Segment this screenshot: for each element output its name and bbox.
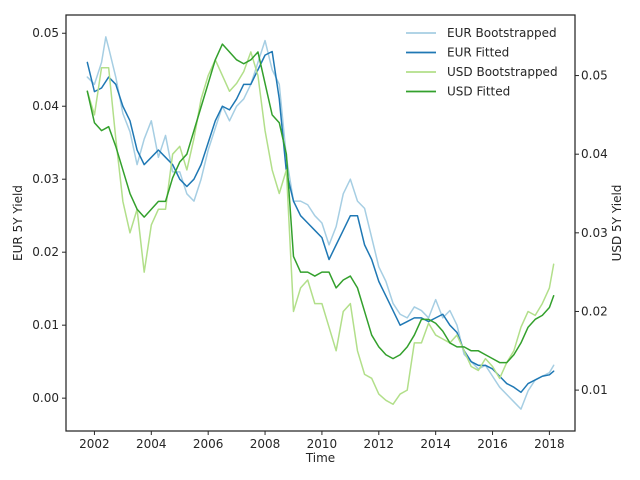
series-line-usd-fitted: [86, 43, 555, 364]
legend-label-usd-fitted: USD Fitted: [447, 85, 510, 99]
x-tick-label: 2004: [136, 437, 167, 451]
plot-area: [66, 15, 575, 431]
x-tick-label: 2016: [477, 437, 508, 451]
legend: EUR Bootstrapped EUR Fitted USD Bootstrapp…: [406, 26, 558, 99]
legend-label-usd-bootstrapped: USD Bootstrapped: [447, 65, 558, 79]
series-line-eur-fitted: [86, 50, 555, 394]
y-axis-title-right: USD 5Y Yield: [610, 185, 624, 262]
series-lines: [86, 36, 555, 410]
y-right-tick-label: 0.01: [581, 383, 608, 397]
y-left-tick-label: 0.01: [32, 318, 59, 332]
y-left-tick-label: 0.05: [32, 26, 59, 40]
series-line-eur-bootstrapped: [86, 36, 555, 410]
legend-label-eur-bootstrapped: EUR Bootstrapped: [447, 26, 557, 40]
x-tick-label: 2012: [364, 437, 395, 451]
series-line-usd-bootstrapped: [86, 51, 555, 406]
y-right-tick-label: 0.02: [581, 304, 608, 318]
y-right-tick-label: 0.05: [581, 69, 608, 83]
y-left-tick-label: 0.03: [32, 172, 59, 186]
y-axis-title-left: EUR 5Y Yield: [11, 185, 25, 261]
y-left-tick-label: 0.04: [32, 99, 59, 113]
x-tick-label: 2006: [193, 437, 224, 451]
y-right-tick-label: 0.03: [581, 226, 608, 240]
series-layer: [86, 36, 555, 410]
x-tick-label: 2008: [250, 437, 281, 451]
x-tick-label: 2002: [79, 437, 110, 451]
y-left-tick-label: 0.00: [32, 391, 59, 405]
x-tick-label: 2014: [420, 437, 451, 451]
x-tick-label: 2010: [307, 437, 338, 451]
axes-layer: 2002 2004 2006 2008 2010 2012 2014 2016 2018 0.00…: [11, 14, 624, 465]
plot-frame: [65, 14, 576, 432]
x-tick-label: 2018: [534, 437, 565, 451]
y-right-tick-label: 0.04: [581, 147, 608, 161]
x-axis-title: Time: [305, 451, 335, 465]
y-left-tick-label: 0.02: [32, 245, 59, 259]
plot-background: [66, 15, 575, 431]
legend-label-eur-fitted: EUR Fitted: [447, 46, 509, 60]
